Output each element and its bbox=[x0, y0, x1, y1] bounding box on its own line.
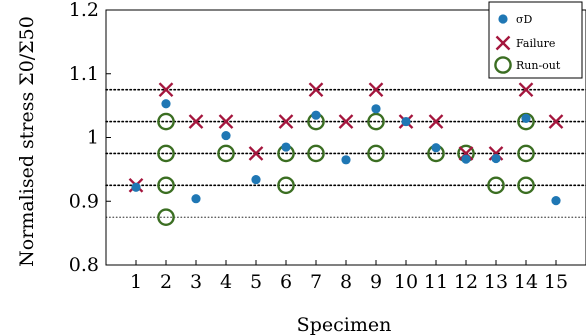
sigma-d-point bbox=[341, 155, 351, 165]
sigma-d-point bbox=[191, 194, 201, 204]
failure-point bbox=[368, 82, 384, 98]
y-tick-label: 1.1 bbox=[69, 63, 99, 85]
x-tick-label: 13 bbox=[484, 271, 508, 293]
sigma-d-point bbox=[401, 116, 411, 127]
sigma-d-point bbox=[281, 142, 291, 152]
x-tick-label: 10 bbox=[394, 271, 418, 293]
x-tick-label: 7 bbox=[310, 271, 322, 293]
legend-label: σD bbox=[516, 13, 533, 26]
failure-point bbox=[548, 114, 564, 129]
x-tick-label: 9 bbox=[370, 271, 382, 293]
reference-lines bbox=[105, 88, 586, 218]
x-tick-label: 14 bbox=[514, 271, 538, 293]
legend-entry: σD bbox=[498, 13, 533, 26]
failure-point bbox=[308, 82, 324, 98]
failure-point bbox=[218, 114, 234, 129]
run-out-point bbox=[307, 144, 325, 163]
sigma-d-point bbox=[131, 182, 141, 192]
sigma-d-point bbox=[311, 110, 321, 120]
y-axis-label-text: Normalised stress Σ0/Σ50 bbox=[16, 16, 38, 267]
sigma-d-point bbox=[521, 113, 531, 123]
y-tick-label: 1.2 bbox=[69, 0, 99, 21]
sigma-d-point bbox=[491, 153, 501, 164]
y-tick-label: 1 bbox=[87, 127, 99, 149]
failure-point bbox=[158, 82, 174, 98]
run-out-point bbox=[157, 112, 175, 131]
run-out-point bbox=[367, 112, 385, 131]
failure-point bbox=[188, 114, 204, 129]
run-out-point bbox=[487, 176, 505, 195]
legend-label: Run-out bbox=[516, 59, 561, 72]
sigma-d-point bbox=[251, 174, 261, 185]
sigma-d-point bbox=[161, 99, 171, 109]
x-axis-ticks: 1 2 3 4 5 6 7 8 9 10 11 12 13 14 15 bbox=[130, 260, 568, 293]
sigma-d-point bbox=[461, 154, 471, 164]
x-tick-label: 12 bbox=[454, 271, 478, 293]
run-out-point bbox=[367, 144, 385, 163]
legend: σD Failure Run-out bbox=[488, 1, 583, 79]
legend-label: Failure bbox=[516, 37, 555, 50]
failure-point bbox=[518, 82, 534, 98]
run-out-point bbox=[517, 176, 535, 195]
x-tick-label: 4 bbox=[220, 271, 232, 293]
run-out-point bbox=[157, 144, 175, 163]
run-out-point bbox=[157, 176, 175, 195]
legend-entry: Run-out bbox=[494, 56, 561, 74]
y-axis-label: Normalised stress Σ0/Σ50 bbox=[16, 16, 38, 267]
failure-point bbox=[278, 114, 294, 129]
failure-point bbox=[338, 114, 354, 129]
x-tick-label: 5 bbox=[250, 271, 262, 293]
y-tick-label: 0.9 bbox=[69, 190, 99, 212]
y-axis-ticks: 0.8 0.9 1 1.1 1.2 bbox=[69, 0, 111, 276]
x-tick-label: 15 bbox=[544, 271, 568, 293]
legend-marker bbox=[494, 56, 512, 74]
x-tick-label: 3 bbox=[190, 271, 202, 293]
legend-marker bbox=[495, 35, 511, 51]
failure-point bbox=[248, 146, 264, 161]
run-out-point bbox=[217, 144, 235, 163]
sigma-d-point bbox=[551, 196, 561, 206]
x-tick-label: 8 bbox=[340, 271, 352, 293]
legend-marker bbox=[498, 14, 508, 24]
y-tick-label: 0.8 bbox=[69, 254, 99, 276]
run-out-point bbox=[157, 208, 175, 226]
x-tick-label: 1 bbox=[130, 271, 142, 293]
x-tick-label: 6 bbox=[280, 271, 292, 293]
sigma-d-point bbox=[371, 104, 381, 114]
run-out-point bbox=[517, 144, 535, 163]
run-out-point bbox=[277, 176, 295, 195]
sigma-d-point bbox=[221, 130, 231, 141]
sigma-d-point bbox=[431, 143, 441, 153]
failure-point bbox=[428, 114, 444, 129]
x-tick-label: 11 bbox=[424, 271, 448, 293]
x-axis-label: Specimen bbox=[297, 314, 392, 335]
data-marks bbox=[128, 82, 564, 226]
x-tick-label: 2 bbox=[160, 271, 172, 293]
legend-entry: Failure bbox=[495, 35, 555, 51]
